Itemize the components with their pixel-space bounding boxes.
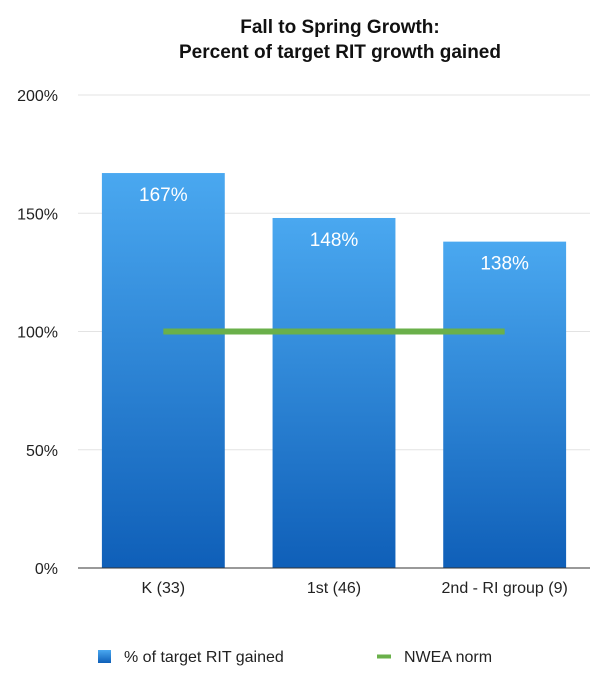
data-label: 167% [139, 185, 188, 206]
y-tick-label: 150% [17, 206, 58, 223]
y-tick-label: 0% [35, 561, 58, 578]
y-tick-label: 100% [17, 325, 58, 342]
legend: % of target RIT gained NWEA norm [98, 649, 492, 666]
data-label: 148% [310, 230, 359, 251]
bar [101, 173, 225, 569]
legend-label-line: NWEA norm [404, 649, 492, 666]
chart-title-line-1: Fall to Spring Growth: [240, 17, 439, 38]
legend-swatch-bar [98, 650, 111, 663]
chart-title-line-2: Percent of target RIT growth gained [179, 42, 501, 63]
y-tick-label: 50% [26, 443, 58, 460]
bar [443, 241, 567, 568]
x-axis-categories: K (33) 1st (46) 2nd - RI group (9) [142, 580, 568, 597]
bar [272, 217, 396, 569]
y-tick-label: 200% [17, 88, 58, 105]
data-label: 138% [480, 254, 529, 275]
x-category-label: 2nd - RI group (9) [442, 580, 568, 597]
x-category-label: 1st (46) [307, 580, 361, 597]
bars [101, 173, 567, 569]
y-axis-ticks: 0% 50% 100% 150% 200% [17, 88, 58, 578]
x-category-label: K (33) [142, 580, 186, 597]
legend-label-bar: % of target RIT gained [124, 649, 284, 666]
data-labels: 167% 148% 138% [139, 185, 529, 275]
